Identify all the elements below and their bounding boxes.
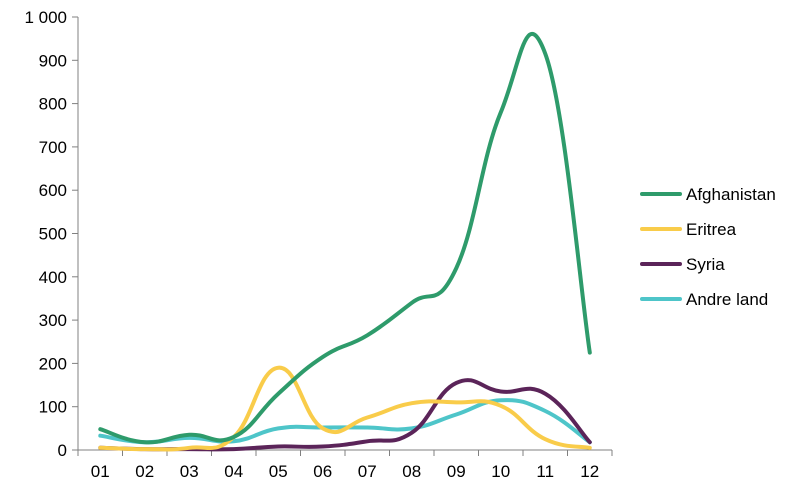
y-tick-label: 400 [39,268,67,287]
legend-label-afghanistan: Afghanistan [686,185,776,204]
y-tick-label: 900 [39,51,67,70]
x-tick-label: 03 [180,462,199,481]
legend-label-syria: Syria [686,255,725,274]
axes: 0 100 200 300 400 500 600 700 800 900 1 000 01 02 03 0… [24,8,613,481]
series-layer [98,32,592,452]
x-tick-label: 06 [313,462,332,481]
y-tick-label: 0 [58,441,67,460]
series-line-eritrea [98,365,592,452]
x-tick-label: 09 [447,462,466,481]
y-tick-label: 800 [39,95,67,114]
x-tick-label: 07 [358,462,377,481]
legend: Afghanistan Eritrea Syria Andre land [640,185,776,309]
y-tick-label: 200 [39,354,67,373]
legend-label-eritrea: Eritrea [686,220,737,239]
y-tick-label: 500 [39,225,67,244]
x-tick-label: 02 [135,462,154,481]
x-tick-label: 11 [536,462,554,481]
legend-label-andre-land: Andre land [686,290,768,309]
x-tick-label: 12 [580,462,599,481]
y-tick-label: 1 000 [24,8,67,27]
x-tick-label: 01 [91,462,110,481]
x-tick-label: 04 [224,462,243,481]
y-tick-label: 700 [39,138,67,157]
y-tick-label: 300 [39,311,67,330]
x-tick-label: 08 [402,462,421,481]
y-tick-label: 100 [39,398,67,417]
series-line-afghanistan [98,32,592,445]
x-tick-label: 10 [491,462,510,481]
x-tick-label: 05 [269,462,288,481]
y-tick-label: 600 [39,181,67,200]
